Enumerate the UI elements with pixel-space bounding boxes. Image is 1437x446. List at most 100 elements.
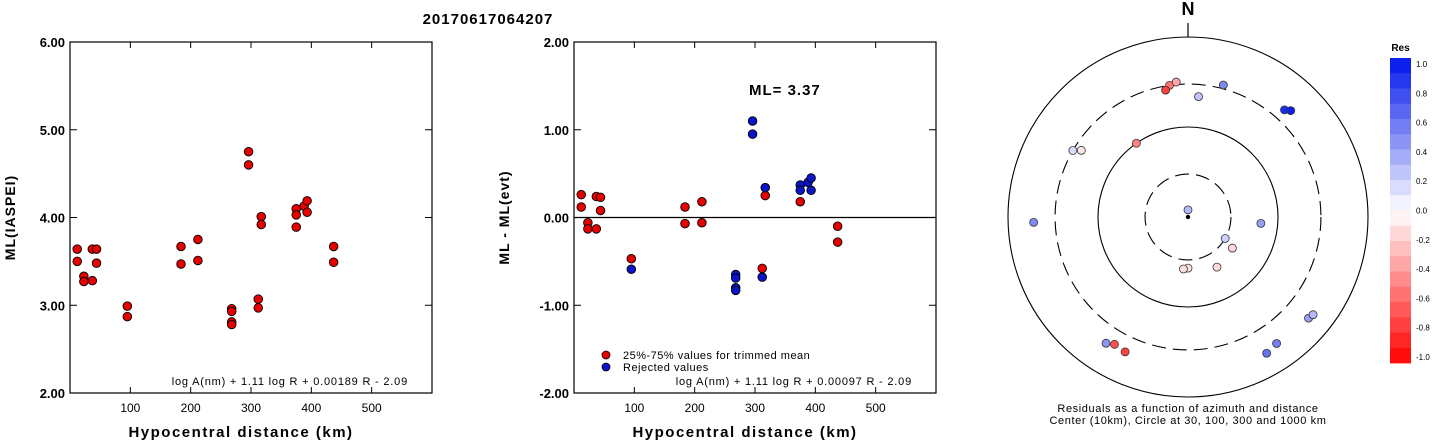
polar-ring-30km — [1144, 173, 1232, 261]
chart1-ylabel: ML(IASPEI) — [2, 175, 18, 260]
chart2-point-red — [697, 196, 707, 207]
chart2-xtick-label: 100 — [624, 401, 644, 415]
colorbar-tick-label: -0.6 — [1416, 294, 1430, 303]
chart2-point-red — [757, 263, 767, 274]
chart1-xtick-label: 400 — [301, 401, 321, 415]
polar-station-point — [1220, 234, 1230, 243]
figure-title: 20170617064207 — [423, 11, 554, 28]
colorbar-cell — [1390, 332, 1411, 349]
chart2-point-blue — [795, 185, 806, 196]
colorbar-cell — [1390, 134, 1411, 150]
north-label: N — [1182, 0, 1195, 19]
chart1-point-red — [302, 196, 312, 206]
polar-station-point — [1068, 146, 1078, 155]
chart1-points — [72, 146, 339, 330]
chart1-ytick-label: 4.00 — [40, 211, 65, 226]
chart2-point-red — [595, 192, 606, 203]
chart1-point-red — [291, 222, 302, 232]
chart2-point-red — [576, 189, 586, 200]
colorbar-cell — [1390, 271, 1411, 288]
chart1-point-red — [226, 319, 237, 330]
colorbar-tick-label: 0.8 — [1416, 89, 1428, 98]
chart1-ytick-label: 2.00 — [40, 386, 65, 401]
chart1-point-red — [72, 244, 82, 254]
colorbar-tick-label: -0.8 — [1416, 324, 1430, 333]
colorbar-cells — [1390, 58, 1411, 364]
chart1-point-red — [122, 301, 133, 311]
colorbar-cell — [1390, 103, 1411, 120]
polar-station-point — [1286, 106, 1296, 116]
colorbar-cell — [1390, 317, 1411, 333]
chart1-xtick-label: 300 — [241, 401, 261, 415]
polar-station-point — [1262, 348, 1272, 358]
chart1-point-red — [176, 259, 186, 269]
chart2-point-red — [760, 190, 771, 201]
chart2-point-blue — [760, 182, 771, 193]
colorbar-tick-label: 0.4 — [1416, 148, 1428, 157]
chart2-xtick-label: 300 — [745, 401, 765, 415]
chart1-point-red — [253, 294, 263, 304]
residual-distance-chart: 100 200 300 400 500 -2.00 -1.00 0.00 1.00 2.00 ML… — [496, 35, 937, 441]
colorbar-cell — [1390, 180, 1411, 196]
legend-blue-marker — [601, 362, 611, 372]
legend-rejected: Rejected values — [623, 362, 709, 374]
chart1-ytick-label: 6.00 — [40, 35, 65, 50]
colorbar-cell — [1390, 73, 1411, 89]
chart1-ticks: 100 200 300 400 500 2.00 3.00 4.00 5.00 6.00 — [40, 35, 432, 415]
colorbar-tick-label: 0.2 — [1416, 177, 1428, 186]
chart2-ytick-label: -1.00 — [539, 298, 569, 313]
chart1-ytick-label: 5.00 — [40, 123, 65, 138]
colorbar-cell — [1390, 88, 1411, 105]
chart2-xtick-label: 200 — [685, 401, 705, 415]
polar-station-point — [1183, 205, 1193, 215]
chart1-point-red — [176, 241, 186, 252]
polar-station-point — [1212, 262, 1222, 272]
polar-center-dot — [1185, 214, 1191, 220]
polar-points — [1029, 77, 1318, 358]
chart2-point-red — [680, 202, 690, 212]
chart2-ytick-label: 1.00 — [544, 123, 569, 138]
polar-station-point — [1161, 85, 1171, 95]
chart2-ytick-label: 0.00 — [544, 211, 569, 226]
colorbar-cell — [1390, 225, 1411, 242]
chart2-point-blue — [730, 285, 741, 296]
residual-colorbar: Res 1.0 0.8 0.6 0.4 0.2 0.0 -0.2 -0.4 -0.6 -0.8 -1… — [1390, 43, 1430, 364]
chart2-xtick-label: 400 — [805, 401, 825, 415]
colorbar-cell — [1390, 195, 1411, 211]
polar-station-point — [1110, 339, 1119, 349]
colorbar-title: Res — [1391, 43, 1410, 54]
legend-trimmed-mean: 25%-75% values for trimmed mean — [623, 350, 810, 362]
chart1-xtick-label: 200 — [181, 401, 201, 415]
colorbar-cell — [1390, 286, 1411, 303]
colorbar-tick-label: -0.4 — [1416, 265, 1430, 274]
polar-station-point — [1308, 310, 1318, 320]
polar-station-point — [1120, 347, 1130, 357]
chart2-point-blue — [806, 185, 816, 196]
polar-station-point — [1131, 138, 1141, 148]
chart2-xlabel: Hypocentral distance (km) — [632, 424, 857, 441]
colorbar-cell — [1390, 241, 1411, 257]
ml-distance-chart: 100 200 300 400 500 2.00 3.00 4.00 5.00 6.00 Hypo… — [2, 35, 433, 441]
chart1-ytick-label: 3.00 — [40, 298, 65, 313]
colorbar-cell — [1390, 149, 1411, 166]
polar-station-point — [1101, 338, 1111, 348]
chart2-point-blue — [626, 264, 637, 275]
chart2-formula: log A(nm) + 1.11 log R + 0.00097 R - 2.0… — [676, 376, 912, 388]
chart2-point-red — [626, 253, 637, 264]
chart2-point-blue — [757, 272, 767, 282]
colorbar-tick-label: 0.6 — [1416, 119, 1428, 128]
chart1-point-red — [302, 207, 312, 217]
colorbar-cell — [1390, 210, 1411, 227]
chart1-point-red — [193, 255, 203, 266]
chart1-xlabel: Hypocentral distance (km) — [128, 424, 353, 441]
legend-red-marker — [601, 350, 611, 360]
chart2-ylabel: ML - ML(evt) — [496, 170, 512, 264]
chart2-point-red — [832, 221, 843, 232]
polar-station-point — [1076, 145, 1086, 155]
chart1-frame — [69, 41, 433, 394]
colorbar-tick-label: 0.0 — [1416, 207, 1428, 216]
polar-caption-line1: Residuals as a function of azimuth and d… — [1057, 403, 1318, 415]
chart2-ytick-label: 2.00 — [544, 35, 569, 50]
